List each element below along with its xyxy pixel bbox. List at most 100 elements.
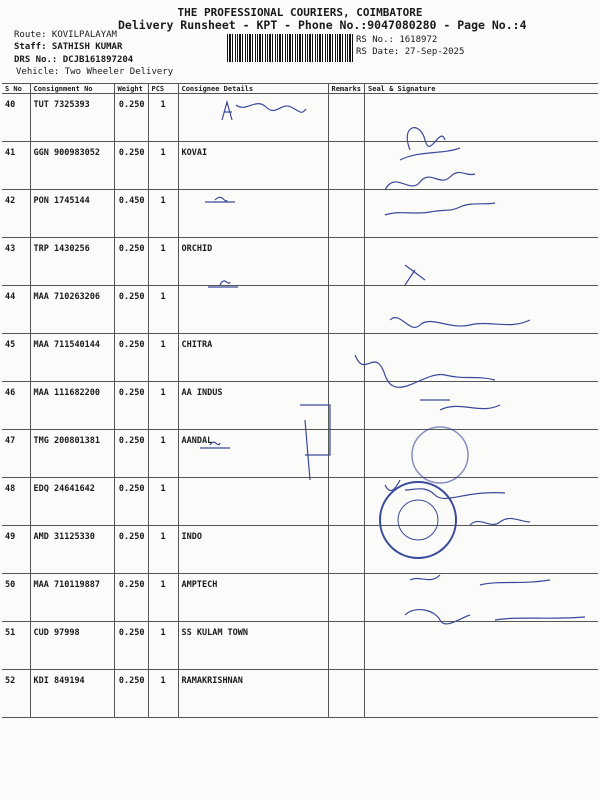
table-row: 44 MAA 710263206 0.250 1: [2, 285, 598, 334]
cell-remarks: [327, 333, 365, 382]
cell-sno: 49: [2, 525, 30, 574]
table-row: 45 MAA 711540144 0.250 1 CHITRA: [2, 333, 598, 382]
cell-weight: 0.250: [113, 93, 148, 142]
cell-cn: TUT 7325393: [29, 93, 114, 142]
document-title: THE PROFESSIONAL COURIERS, COIMBATORE: [177, 6, 423, 19]
cell-remarks: [327, 525, 365, 574]
cell-cn: MAA 111682200: [29, 381, 114, 430]
cell-seal: [364, 477, 598, 526]
cell-consignee: CHITRA: [177, 333, 328, 382]
route: Route: KOVILPALAYAM: [14, 30, 117, 40]
cell-sno: 41: [2, 141, 30, 190]
cell-seal: [364, 621, 598, 670]
table-row: 47 TMG 200801381 0.250 1 AANDAL: [2, 429, 598, 478]
cell-pcs: 1: [147, 333, 178, 382]
cell-weight: 0.250: [113, 381, 148, 430]
col-remarks: Remarks: [327, 83, 365, 94]
cell-weight: 0.250: [113, 237, 148, 286]
cell-sno: 52: [2, 669, 30, 718]
cell-pcs: 1: [147, 237, 178, 286]
cell-seal: [364, 381, 598, 430]
vehicle: Vehicle: Two Wheeler Delivery: [16, 67, 174, 77]
cell-consignee: ORCHID: [177, 237, 328, 286]
cell-weight: 0.450: [113, 189, 148, 238]
cell-pcs: 1: [147, 477, 178, 526]
cell-cn: GGN 900983052: [29, 141, 114, 190]
col-seal: Seal & Signature: [364, 83, 598, 94]
cell-seal: [364, 237, 598, 286]
cell-pcs: 1: [147, 285, 178, 334]
cell-consignee: [177, 477, 328, 526]
cell-consignee: INDO: [177, 525, 328, 574]
cell-pcs: 1: [147, 381, 178, 430]
cell-sno: 46: [2, 381, 30, 430]
table-row: 49 AMD 31125330 0.250 1 INDO: [2, 525, 598, 574]
cell-cn: KDI 849194: [29, 669, 114, 718]
staff: Staff: SATHISH KUMAR: [14, 42, 123, 52]
cell-remarks: [327, 381, 365, 430]
cell-consignee: AMPTECH: [177, 573, 328, 622]
col-sno: S No: [2, 83, 30, 94]
cell-consignee: AANDAL: [177, 429, 328, 478]
cell-sno: 51: [2, 621, 30, 670]
table-row: 43 TRP 1430256 0.250 1 ORCHID: [2, 237, 598, 286]
cell-consignee: KOVAI: [177, 141, 328, 190]
cell-weight: 0.250: [113, 429, 148, 478]
cell-remarks: [327, 285, 365, 334]
cell-pcs: 1: [147, 573, 178, 622]
cell-pcs: 1: [147, 669, 178, 718]
col-consignee: Consignee Details: [177, 83, 328, 94]
cell-cn: AMD 31125330: [29, 525, 114, 574]
cell-weight: 0.250: [113, 525, 148, 574]
cell-sno: 50: [2, 573, 30, 622]
cell-cn: MAA 710263206: [29, 285, 114, 334]
cell-cn: TRP 1430256: [29, 237, 114, 286]
cell-consignee: [177, 285, 328, 334]
cell-cn: TMG 200801381: [29, 429, 114, 478]
cell-sno: 45: [2, 333, 30, 382]
cell-seal: [364, 525, 598, 574]
table-row: 51 CUD 97998 0.250 1 SS KULAM TOWN: [2, 621, 598, 670]
table-header: S No Consignment No Weight PCS Consignee…: [2, 83, 598, 94]
cell-seal: [364, 333, 598, 382]
cell-remarks: [327, 573, 365, 622]
table-row: 48 EDQ 24641642 0.250 1: [2, 477, 598, 526]
document-subtitle: Delivery Runsheet - KPT - Phone No.:9047…: [118, 18, 527, 32]
cell-cn: CUD 97998: [29, 621, 114, 670]
cell-remarks: [327, 237, 365, 286]
cell-remarks: [327, 429, 365, 478]
cell-pcs: 1: [147, 189, 178, 238]
barcode: [227, 34, 353, 62]
cell-seal: [364, 573, 598, 622]
cell-seal: [364, 669, 598, 718]
cell-remarks: [327, 189, 365, 238]
table-row: 50 MAA 710119887 0.250 1 AMPTECH: [2, 573, 598, 622]
cell-sno: 44: [2, 285, 30, 334]
cell-weight: 0.250: [113, 621, 148, 670]
cell-pcs: 1: [147, 93, 178, 142]
cell-weight: 0.250: [113, 141, 148, 190]
cell-seal: [364, 285, 598, 334]
cell-cn: PON 1745144: [29, 189, 114, 238]
cell-cn: EDQ 24641642: [29, 477, 114, 526]
rs-date: RS Date: 27-Sep-2025: [356, 47, 465, 57]
cell-remarks: [327, 669, 365, 718]
col-pcs: PCS: [147, 83, 178, 94]
cell-weight: 0.250: [113, 477, 148, 526]
cell-weight: 0.250: [113, 333, 148, 382]
cell-pcs: 1: [147, 141, 178, 190]
cell-sno: 43: [2, 237, 30, 286]
cell-cn: MAA 710119887: [29, 573, 114, 622]
cell-remarks: [327, 621, 365, 670]
cell-pcs: 1: [147, 429, 178, 478]
cell-sno: 47: [2, 429, 30, 478]
cell-seal: [364, 189, 598, 238]
table-row: 41 GGN 900983052 0.250 1 KOVAI: [2, 141, 598, 190]
cell-seal: [364, 429, 598, 478]
runsheet-table: S No Consignment No Weight PCS Consignee…: [2, 83, 598, 718]
table-row: 46 MAA 111682200 0.250 1 AA INDUS: [2, 381, 598, 430]
table-row: 52 KDI 849194 0.250 1 RAMAKRISHNAN: [2, 669, 598, 718]
cell-sno: 42: [2, 189, 30, 238]
cell-weight: 0.250: [113, 285, 148, 334]
cell-pcs: 1: [147, 621, 178, 670]
